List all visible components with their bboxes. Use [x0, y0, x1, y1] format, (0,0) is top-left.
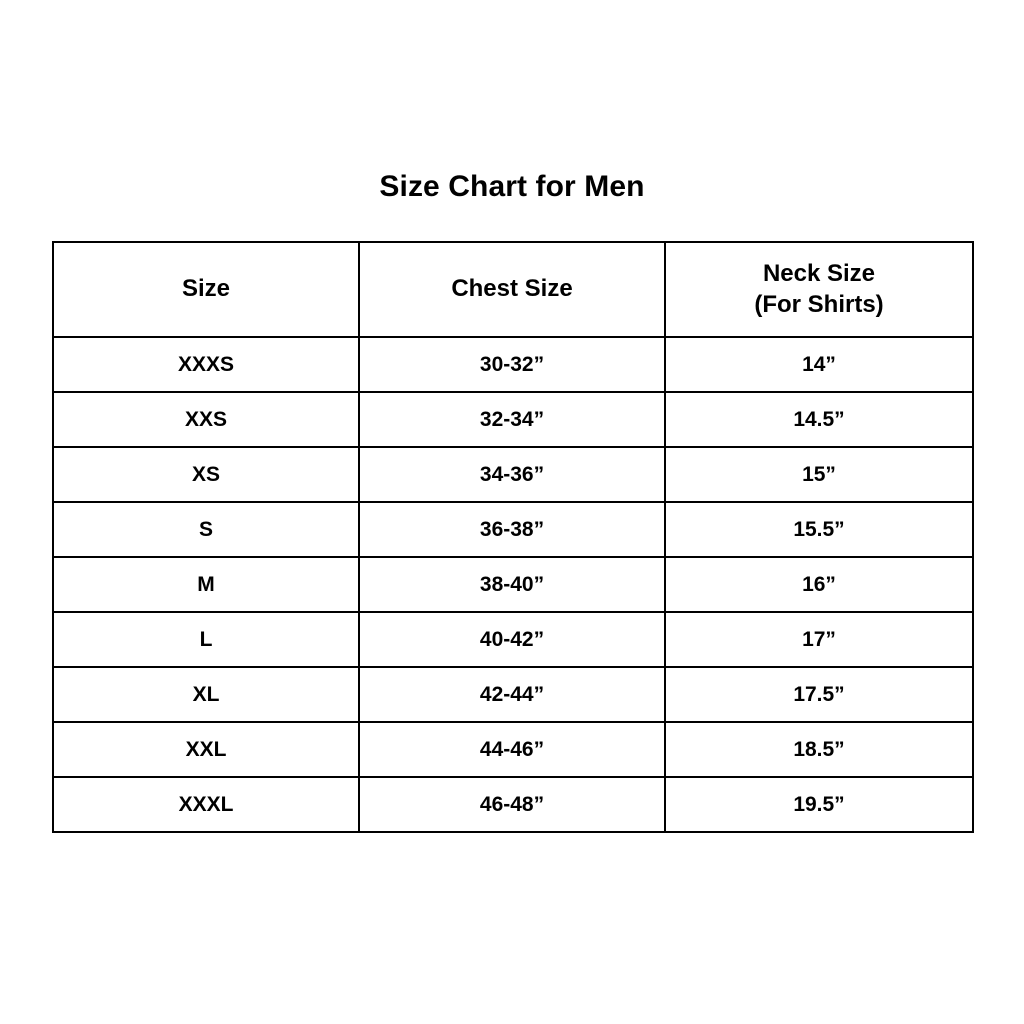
table-row: XXXL 46-48” 19.5” — [52, 776, 974, 833]
cell-chest-size: 38-40” — [358, 556, 666, 613]
table-body: XXXS 30-32” 14” XXS 32-34” 14.5” XS 34-3… — [52, 336, 974, 833]
cell-neck-size: 18.5” — [664, 721, 974, 778]
size-chart-table: Size Chest Size Neck Size (For Shirts) X… — [52, 241, 974, 833]
table-row: L 40-42” 17” — [52, 611, 974, 668]
cell-neck-size: 17.5” — [664, 666, 974, 723]
cell-neck-size: 15.5” — [664, 501, 974, 558]
cell-size: M — [52, 556, 360, 613]
table-row: XXL 44-46” 18.5” — [52, 721, 974, 778]
cell-neck-size: 14.5” — [664, 391, 974, 448]
table-row: XXS 32-34” 14.5” — [52, 391, 974, 448]
column-header-neck-size-line1: Neck Size — [762, 259, 876, 287]
cell-chest-size: 30-32” — [358, 336, 666, 393]
cell-neck-size: 16” — [664, 556, 974, 613]
table-row: M 38-40” 16” — [52, 556, 974, 613]
table-row: XS 34-36” 15” — [52, 446, 974, 503]
cell-neck-size: 19.5” — [664, 776, 974, 833]
cell-size: XXS — [52, 391, 360, 448]
table-header: Size Chest Size Neck Size (For Shirts) — [52, 241, 974, 338]
cell-size: S — [52, 501, 360, 558]
column-header-size: Size — [52, 241, 360, 338]
column-header-size-line1: Size — [181, 275, 231, 303]
table-header-row: Size Chest Size Neck Size (For Shirts) — [52, 241, 974, 338]
column-header-chest-size-line1: Chest Size — [451, 275, 573, 303]
cell-neck-size: 14” — [664, 336, 974, 393]
cell-chest-size: 32-34” — [358, 391, 666, 448]
cell-chest-size: 34-36” — [358, 446, 666, 503]
page-title: Size Chart for Men — [379, 170, 645, 203]
size-chart-table-container: Size Chest Size Neck Size (For Shirts) X… — [52, 241, 974, 833]
cell-chest-size: 42-44” — [358, 666, 666, 723]
table-row: XL 42-44” 17.5” — [52, 666, 974, 723]
cell-size: XXXS — [52, 336, 360, 393]
column-header-chest-size: Chest Size — [358, 241, 666, 338]
cell-chest-size: 44-46” — [358, 721, 666, 778]
cell-size: XXL — [52, 721, 360, 778]
cell-neck-size: 15” — [664, 446, 974, 503]
cell-size: XXXL — [52, 776, 360, 833]
cell-size: XL — [52, 666, 360, 723]
cell-neck-size: 17” — [664, 611, 974, 668]
column-header-neck-size-line2: (For Shirts) — [754, 290, 884, 318]
cell-size: L — [52, 611, 360, 668]
table-row: S 36-38” 15.5” — [52, 501, 974, 558]
column-header-neck-size: Neck Size (For Shirts) — [664, 241, 974, 338]
cell-chest-size: 40-42” — [358, 611, 666, 668]
cell-chest-size: 36-38” — [358, 501, 666, 558]
cell-size: XS — [52, 446, 360, 503]
cell-chest-size: 46-48” — [358, 776, 666, 833]
table-row: XXXS 30-32” 14” — [52, 336, 974, 393]
